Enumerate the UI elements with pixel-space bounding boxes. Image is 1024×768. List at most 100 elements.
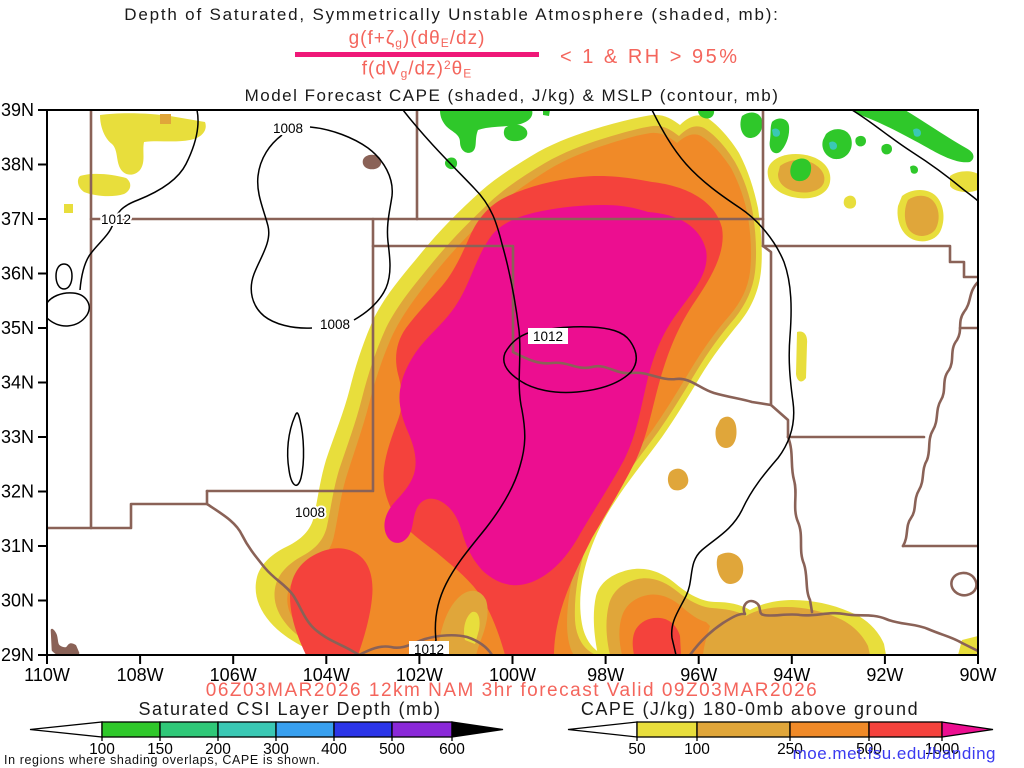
csi-green-missouri-2 [769,118,790,154]
cape-tick-label: 1000 [925,741,960,758]
coastal-red [632,617,681,655]
csi-green-missouri-3 [822,129,852,160]
csi-green-speck-5 [881,143,892,155]
website-link[interactable]: moe.met.fsu.edu/banding [792,744,996,763]
mslp-1012-west [79,110,199,291]
rio-grande [205,489,494,655]
cape-segment [636,721,698,738]
border-tx-west [205,244,375,493]
mslp-1008-small-loop [286,412,305,487]
csi-green-speck-3 [698,110,715,119]
csi-segment [217,721,277,738]
cape-yellow-streak-south [463,611,480,644]
lat-tick-label: 34N [1,373,34,393]
csi-green-missouri-1 [740,112,763,138]
gold-blob-arkansas [904,195,939,236]
mslp-1008-loop-a [250,134,313,329]
lon-tick-label: 96W [680,665,717,685]
lon-tick-label: 98W [587,665,624,685]
csi-tick-label: 600 [439,741,465,758]
cape-segment [868,721,943,738]
csi-underflow-arrow [29,721,103,738]
mslp-small-oval [55,263,73,290]
csi-green-ne-band [852,110,974,163]
csi-tick-label: 100 [89,741,115,758]
page-title: Depth of Saturated, Symmetrically Unstab… [124,5,780,24]
cape-overflow-arrow [941,721,994,738]
cape-tick-label: 500 [856,741,882,758]
csi-green-speck-4 [855,135,866,147]
csi-overflow-arrow [451,721,504,738]
mslp-1012-central [402,110,526,655]
border-ok-ar [761,244,790,439]
lat-tick-label: 30N [1,591,34,611]
csi-cyan-speck-1 [772,128,780,137]
chart-subtitle: Model Forecast CAPE (shaded, J/kg) & MSL… [244,86,780,105]
contour-label: 1012 [101,212,131,227]
lat-tick-label: 36N [1,264,34,284]
cape-tick-label: 50 [628,741,646,758]
lon-tick-label: 104W [303,665,350,685]
contour-label: 1008 [295,505,325,520]
csi-tick-label: 200 [205,741,231,758]
formula-condition: < 1 & RH > 95% [560,46,740,68]
csi-green-kansas-1 [440,110,533,153]
gulf-coast [688,599,978,655]
csi-tick-label: 500 [379,741,405,758]
csi-cyan-speck-3 [913,128,921,137]
border-mexico-west [47,502,209,530]
csi-cyan-speck-2 [829,141,837,150]
lat-tick-label: 29N [1,645,34,665]
csi-green-kansas-2 [503,124,528,142]
csi-segment [101,721,161,738]
gold-blob-la-2 [667,468,689,491]
forecast-timestamp: 06Z03MAR2026 12km NAM 3hr forecast Valid… [205,680,819,701]
border-mo-ar-bootheel [761,244,978,279]
csi-green-speck-2 [543,110,550,116]
mslp-1012-east [651,110,795,655]
contour-label: 1008 [273,121,303,136]
lat-tick-label: 32N [1,482,34,502]
lon-tick-label: 108W [117,665,164,685]
csi-segment [275,721,335,738]
contour-label: 1012 [414,642,444,657]
yellow-patch-colorado-2 [77,173,131,197]
mslp-ne-diagonal [851,110,978,202]
lon-tick-label: 110W [24,665,70,685]
contour-label-box [409,641,449,657]
cape-tick-label: 250 [777,741,803,758]
cape-underflow-arrow [567,721,638,738]
gold-blob-north-louisiana [716,552,744,584]
lake-pontchartrain [950,571,978,597]
formula-fraction: g(f+ζg)(dθE/dz) f(dVg/dz)2θE [295,28,539,80]
csi-green-speck-6 [910,165,918,174]
cape-segment [696,721,791,738]
csi-segment [333,721,393,738]
cape-1000-core [384,205,707,586]
lat-tick-label: 38N [1,155,34,175]
csi-tick-label: 150 [147,741,173,758]
gold-blob-la-1 [715,416,737,448]
csi-tick-label: 400 [321,741,347,758]
formula-numerator: g(f+ζg)(dθE/dz) [348,28,486,50]
sabine-river [786,435,814,614]
csi-colorbar-title: Saturated CSI Layer Depth (mb) [138,699,442,719]
mexico-river-squiggle [50,628,80,655]
mississippi-river [901,280,978,548]
cape-shaded-field [64,113,978,655]
contour-label: 1012 [533,329,563,344]
csi-tick-label: 300 [263,741,289,758]
cape-colorbar-title: CAPE (J/kg) 180-0mb above ground [580,699,920,719]
state-borders-rivers [47,110,978,655]
fraction-bar [295,52,539,57]
lon-tick-label: 100W [489,665,536,685]
lon-tick-label: 92W [866,665,903,685]
colorbars: 100 150 200 300 400 500 600 50 100 250 500 1000 [29,721,994,758]
overlap-note: In regions where shading overlaps, CAPE … [4,753,321,767]
lat-tick-label: 39N [1,100,34,120]
yellow-speck-1 [843,195,857,209]
contour-label-box [528,328,568,344]
yellow-streak-east-texas [796,331,808,382]
